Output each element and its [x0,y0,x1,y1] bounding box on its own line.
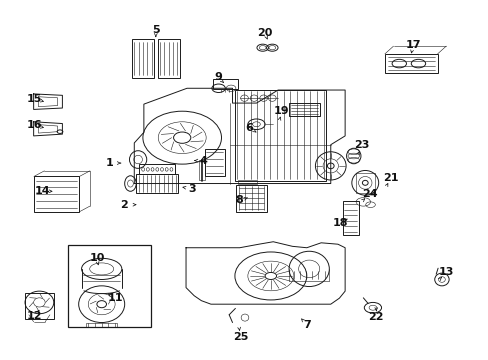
Text: 21: 21 [382,173,398,183]
Bar [25,293,54,319]
Text: 6: 6 [245,123,253,133]
Text: 23: 23 [353,140,369,150]
Text: 12: 12 [27,311,42,321]
Text: 19: 19 [273,106,289,116]
Text: 13: 13 [438,267,453,278]
Text: 7: 7 [302,320,310,330]
Text: 25: 25 [232,332,248,342]
Text: 5: 5 [152,25,159,35]
Bar [136,174,178,193]
Bar [234,90,325,181]
Bar [139,165,175,174]
Text: 15: 15 [27,94,42,104]
Bar [342,201,359,235]
Text: 3: 3 [187,184,195,194]
Bar [132,39,154,78]
Text: 14: 14 [34,186,50,196]
Bar [212,79,237,89]
Bar [238,180,257,184]
Text: 17: 17 [405,40,420,50]
Text: 4: 4 [200,156,207,166]
Bar [288,103,319,116]
Bar [158,39,180,78]
Text: 2: 2 [120,200,127,210]
Text: 9: 9 [214,72,222,82]
Text: 16: 16 [27,120,42,130]
Bar [384,54,437,73]
Text: 10: 10 [89,253,104,263]
Bar [86,323,117,327]
Text: 1: 1 [105,158,113,168]
Bar [355,173,374,193]
Text: 11: 11 [107,293,122,303]
Bar [34,176,79,212]
Bar [204,149,224,176]
Bar [68,245,151,328]
Text: 24: 24 [362,189,377,199]
Text: 20: 20 [256,27,272,37]
Text: 8: 8 [235,195,243,206]
Text: 22: 22 [368,312,383,322]
Bar [199,160,205,180]
Bar [236,185,267,212]
Text: 18: 18 [332,218,347,228]
